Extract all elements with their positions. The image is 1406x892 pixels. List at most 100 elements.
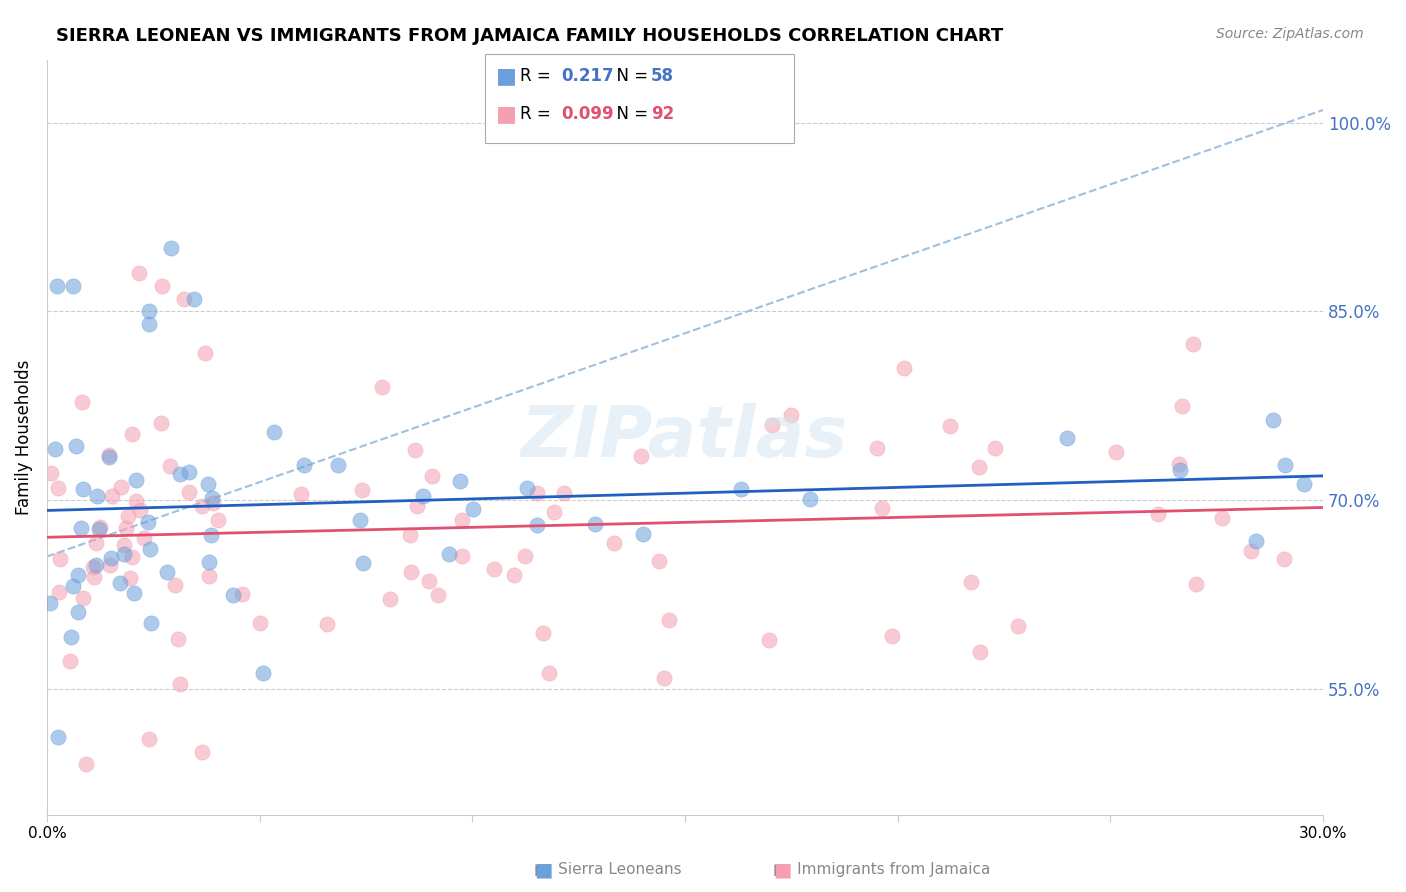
Point (100, 490, 122, 504)
Text: ■: ■ (773, 860, 792, 880)
Point (779, 408, 801, 422)
Point (1240, 544, 1263, 558)
Point (110, 480, 132, 494)
Point (117, 509, 139, 524)
Point (652, 671, 675, 685)
Point (163, 578, 186, 592)
Point (1168, 457, 1191, 471)
Point (1105, 445, 1128, 459)
Point (49, 552, 72, 566)
Point (44, 442, 66, 457)
Point (1272, 552, 1295, 566)
Text: ■: ■ (496, 104, 517, 124)
Point (87, 522, 110, 536)
Point (136, 515, 159, 529)
Point (1007, 619, 1029, 633)
Point (1182, 337, 1205, 351)
Point (420, 469, 443, 483)
Point (70, 395, 93, 409)
Point (98, 558, 121, 572)
Point (89, 520, 111, 534)
Point (880, 629, 903, 643)
Text: 0.099: 0.099 (561, 105, 613, 123)
Point (799, 492, 821, 507)
Point (149, 416, 172, 430)
Point (526, 517, 548, 532)
Point (1056, 431, 1078, 445)
Point (100, 551, 122, 566)
Point (1274, 458, 1296, 472)
Text: Source: ZipAtlas.com: Source: ZipAtlas.com (1216, 27, 1364, 41)
Point (190, 745, 212, 759)
Point (437, 547, 460, 561)
Point (66, 605, 89, 619)
Text: ■  Immigrants from Jamaica: ■ Immigrants from Jamaica (773, 863, 991, 877)
Text: R =: R = (520, 67, 557, 85)
Point (399, 565, 422, 579)
Point (449, 475, 471, 489)
Point (371, 380, 394, 394)
Point (263, 425, 285, 440)
Point (292, 458, 315, 472)
Text: N =: N = (606, 105, 654, 123)
Point (72, 482, 94, 496)
Point (179, 484, 201, 499)
Point (201, 491, 224, 506)
Point (207, 513, 229, 527)
Point (46, 481, 69, 495)
Text: ZIPatlas: ZIPatlas (522, 402, 849, 472)
Point (86, 489, 108, 503)
Text: R =: R = (520, 105, 557, 123)
Point (553, 486, 575, 500)
Point (169, 467, 191, 482)
Point (200, 527, 222, 541)
Text: N =: N = (606, 67, 654, 85)
Point (160, 241, 183, 255)
Point (603, 536, 626, 550)
Point (45, 279, 67, 293)
Point (110, 575, 132, 590)
Text: 58: 58 (651, 67, 673, 85)
Point (349, 513, 371, 527)
Point (543, 505, 565, 519)
Point (537, 666, 560, 681)
Point (758, 632, 780, 647)
Point (1170, 399, 1192, 413)
Point (1185, 577, 1208, 591)
Point (138, 317, 160, 331)
Point (870, 501, 893, 516)
Point (159, 458, 181, 473)
Point (328, 458, 350, 473)
Point (418, 574, 440, 589)
Text: ■: ■ (534, 860, 553, 880)
Point (352, 556, 374, 570)
Point (197, 555, 219, 569)
Point (316, 617, 339, 632)
Point (86, 558, 108, 572)
Point (1244, 534, 1267, 549)
Point (114, 547, 136, 561)
Point (75, 757, 97, 772)
Point (484, 562, 506, 576)
Point (405, 499, 427, 513)
Point (190, 499, 212, 513)
Point (177, 465, 200, 479)
Point (183, 292, 205, 306)
Point (583, 517, 606, 532)
Point (761, 417, 783, 432)
Point (67, 568, 90, 582)
Point (503, 568, 526, 582)
Point (380, 592, 402, 607)
Point (516, 481, 538, 495)
Point (58, 654, 80, 668)
Point (121, 549, 143, 564)
Point (969, 645, 991, 659)
Point (960, 574, 983, 589)
Point (128, 267, 150, 281)
Point (139, 542, 162, 557)
Point (125, 474, 148, 488)
Point (202, 496, 225, 510)
Point (893, 361, 915, 376)
Point (630, 449, 652, 463)
Point (134, 531, 156, 545)
